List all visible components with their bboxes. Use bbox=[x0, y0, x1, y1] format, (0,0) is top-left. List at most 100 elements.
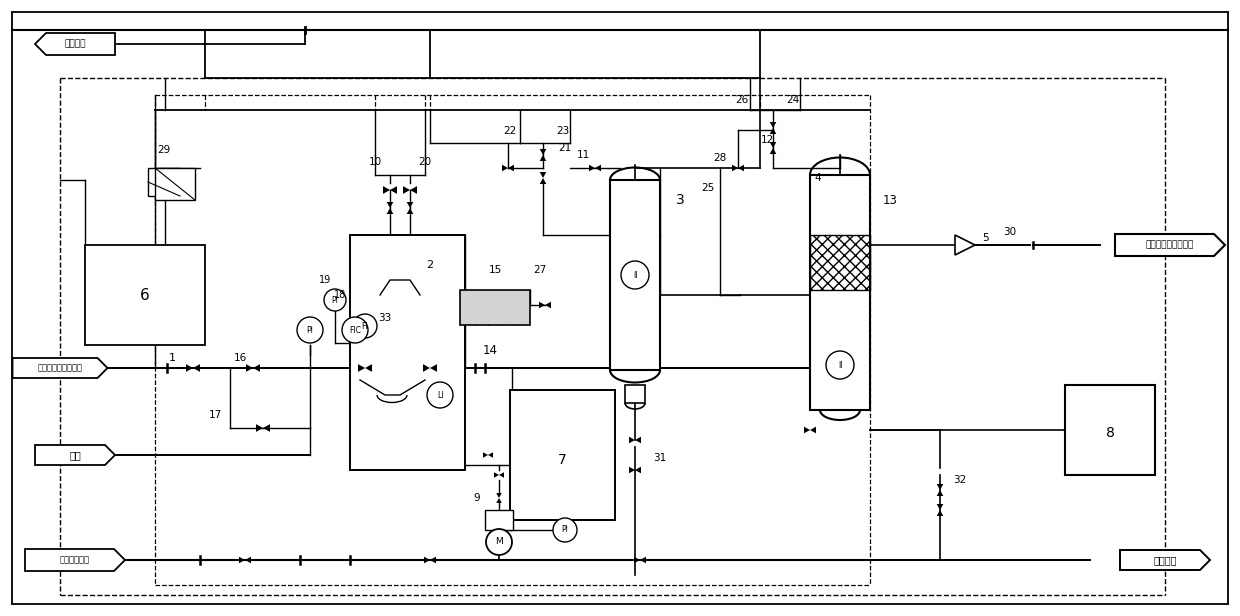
Text: PI: PI bbox=[331, 296, 339, 304]
Polygon shape bbox=[489, 452, 494, 458]
Polygon shape bbox=[35, 445, 115, 465]
Circle shape bbox=[486, 529, 512, 555]
Polygon shape bbox=[246, 364, 253, 372]
Text: 28: 28 bbox=[713, 153, 727, 163]
Polygon shape bbox=[255, 424, 263, 432]
Bar bbox=[86, 245, 205, 345]
Circle shape bbox=[553, 518, 577, 542]
Polygon shape bbox=[498, 472, 503, 478]
Polygon shape bbox=[193, 364, 200, 372]
Circle shape bbox=[353, 314, 377, 338]
Polygon shape bbox=[635, 467, 641, 473]
Polygon shape bbox=[640, 557, 646, 563]
Polygon shape bbox=[186, 364, 193, 372]
Polygon shape bbox=[770, 122, 776, 128]
Polygon shape bbox=[430, 364, 436, 372]
Text: 3: 3 bbox=[676, 193, 684, 207]
Text: II: II bbox=[632, 270, 637, 280]
Circle shape bbox=[324, 289, 346, 311]
Text: LI: LI bbox=[436, 391, 443, 400]
Text: 脱硫后天燃气去下游: 脱硫后天燃气去下游 bbox=[1146, 240, 1194, 249]
Text: 24: 24 bbox=[786, 95, 800, 105]
Circle shape bbox=[621, 261, 649, 289]
Text: 17: 17 bbox=[208, 410, 222, 420]
Text: 32: 32 bbox=[954, 475, 967, 485]
Bar bbox=[610, 180, 660, 370]
Bar bbox=[810, 175, 870, 410]
Text: 12: 12 bbox=[760, 135, 774, 145]
Text: 22: 22 bbox=[503, 126, 517, 136]
Polygon shape bbox=[936, 504, 944, 510]
Text: 4: 4 bbox=[815, 173, 821, 183]
Text: II: II bbox=[838, 360, 842, 370]
Polygon shape bbox=[387, 208, 393, 214]
Bar bbox=[460, 290, 529, 325]
Circle shape bbox=[427, 382, 453, 408]
Polygon shape bbox=[387, 202, 393, 208]
Text: 27: 27 bbox=[533, 265, 547, 275]
Polygon shape bbox=[484, 452, 489, 458]
Polygon shape bbox=[253, 364, 260, 372]
Text: 5: 5 bbox=[982, 233, 988, 243]
Text: M: M bbox=[495, 538, 503, 546]
Polygon shape bbox=[263, 424, 270, 432]
Polygon shape bbox=[508, 164, 515, 171]
Polygon shape bbox=[494, 472, 498, 478]
Polygon shape bbox=[403, 186, 410, 194]
Polygon shape bbox=[738, 164, 744, 171]
Bar bbox=[510, 390, 615, 520]
Polygon shape bbox=[430, 557, 436, 563]
Text: 甲醇自储罐来: 甲醇自储罐来 bbox=[60, 556, 91, 564]
Text: 31: 31 bbox=[653, 453, 667, 463]
Polygon shape bbox=[595, 164, 601, 171]
Polygon shape bbox=[407, 208, 413, 214]
Polygon shape bbox=[936, 490, 944, 496]
Polygon shape bbox=[810, 427, 816, 433]
Polygon shape bbox=[12, 358, 108, 378]
Text: 氮气: 氮气 bbox=[69, 450, 81, 460]
Polygon shape bbox=[770, 148, 776, 154]
Circle shape bbox=[826, 351, 854, 379]
Text: PI: PI bbox=[306, 325, 314, 334]
Polygon shape bbox=[635, 437, 641, 444]
Polygon shape bbox=[358, 364, 365, 372]
Polygon shape bbox=[936, 510, 944, 516]
Polygon shape bbox=[423, 364, 430, 372]
Text: 21: 21 bbox=[558, 143, 572, 153]
Text: 废污系统: 废污系统 bbox=[1153, 555, 1177, 565]
Polygon shape bbox=[496, 498, 502, 503]
Text: 20: 20 bbox=[418, 157, 432, 167]
Polygon shape bbox=[25, 549, 125, 571]
Polygon shape bbox=[546, 302, 551, 308]
Polygon shape bbox=[383, 186, 391, 194]
Text: 8: 8 bbox=[1106, 426, 1115, 440]
Polygon shape bbox=[246, 557, 250, 563]
Text: 15: 15 bbox=[489, 265, 502, 275]
Circle shape bbox=[342, 317, 368, 343]
Polygon shape bbox=[365, 364, 372, 372]
Text: 6: 6 bbox=[140, 288, 150, 302]
Polygon shape bbox=[539, 155, 547, 161]
Bar bbox=[810, 235, 870, 290]
Bar bbox=[350, 235, 465, 470]
Polygon shape bbox=[770, 128, 776, 134]
Polygon shape bbox=[539, 302, 546, 308]
Text: 9: 9 bbox=[474, 493, 480, 503]
Text: 19: 19 bbox=[319, 275, 331, 285]
Text: 26: 26 bbox=[735, 95, 749, 105]
Polygon shape bbox=[391, 186, 397, 194]
Text: 含硫天燃气自上游来: 含硫天燃气自上游来 bbox=[37, 363, 83, 373]
Text: 33: 33 bbox=[378, 313, 392, 323]
Text: 16: 16 bbox=[233, 353, 247, 363]
Text: PI: PI bbox=[562, 525, 568, 535]
Text: FIC: FIC bbox=[350, 325, 361, 334]
Polygon shape bbox=[589, 164, 595, 171]
Polygon shape bbox=[424, 557, 430, 563]
Text: 2: 2 bbox=[427, 260, 434, 270]
Text: 30: 30 bbox=[1003, 227, 1017, 237]
Polygon shape bbox=[502, 164, 508, 171]
Text: 14: 14 bbox=[482, 344, 497, 357]
Polygon shape bbox=[770, 142, 776, 148]
Polygon shape bbox=[804, 427, 810, 433]
Text: FI: FI bbox=[362, 322, 368, 331]
